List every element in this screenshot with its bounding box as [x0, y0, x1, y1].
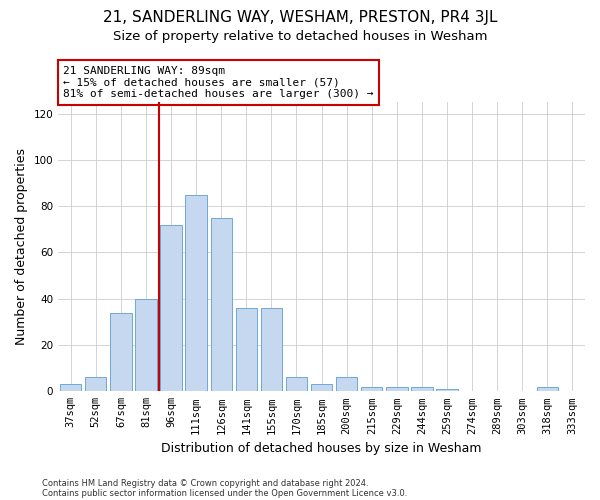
Bar — [311, 384, 332, 392]
Text: Contains public sector information licensed under the Open Government Licence v3: Contains public sector information licen… — [42, 488, 407, 498]
Bar — [361, 386, 382, 392]
Bar — [537, 386, 558, 392]
Bar — [136, 298, 157, 392]
Bar — [60, 384, 82, 392]
Bar — [436, 389, 458, 392]
Bar — [236, 308, 257, 392]
Bar — [185, 194, 207, 392]
Bar — [85, 378, 106, 392]
Bar — [261, 308, 282, 392]
Bar — [211, 218, 232, 392]
Bar — [110, 312, 131, 392]
Bar — [160, 224, 182, 392]
Y-axis label: Number of detached properties: Number of detached properties — [15, 148, 28, 345]
Text: Size of property relative to detached houses in Wesham: Size of property relative to detached ho… — [113, 30, 487, 43]
Bar — [386, 386, 407, 392]
Bar — [336, 378, 358, 392]
Text: 21 SANDERLING WAY: 89sqm
← 15% of detached houses are smaller (57)
81% of semi-d: 21 SANDERLING WAY: 89sqm ← 15% of detach… — [64, 66, 374, 99]
Bar — [411, 386, 433, 392]
Bar — [286, 378, 307, 392]
X-axis label: Distribution of detached houses by size in Wesham: Distribution of detached houses by size … — [161, 442, 482, 455]
Text: Contains HM Land Registry data © Crown copyright and database right 2024.: Contains HM Land Registry data © Crown c… — [42, 478, 368, 488]
Text: 21, SANDERLING WAY, WESHAM, PRESTON, PR4 3JL: 21, SANDERLING WAY, WESHAM, PRESTON, PR4… — [103, 10, 497, 25]
